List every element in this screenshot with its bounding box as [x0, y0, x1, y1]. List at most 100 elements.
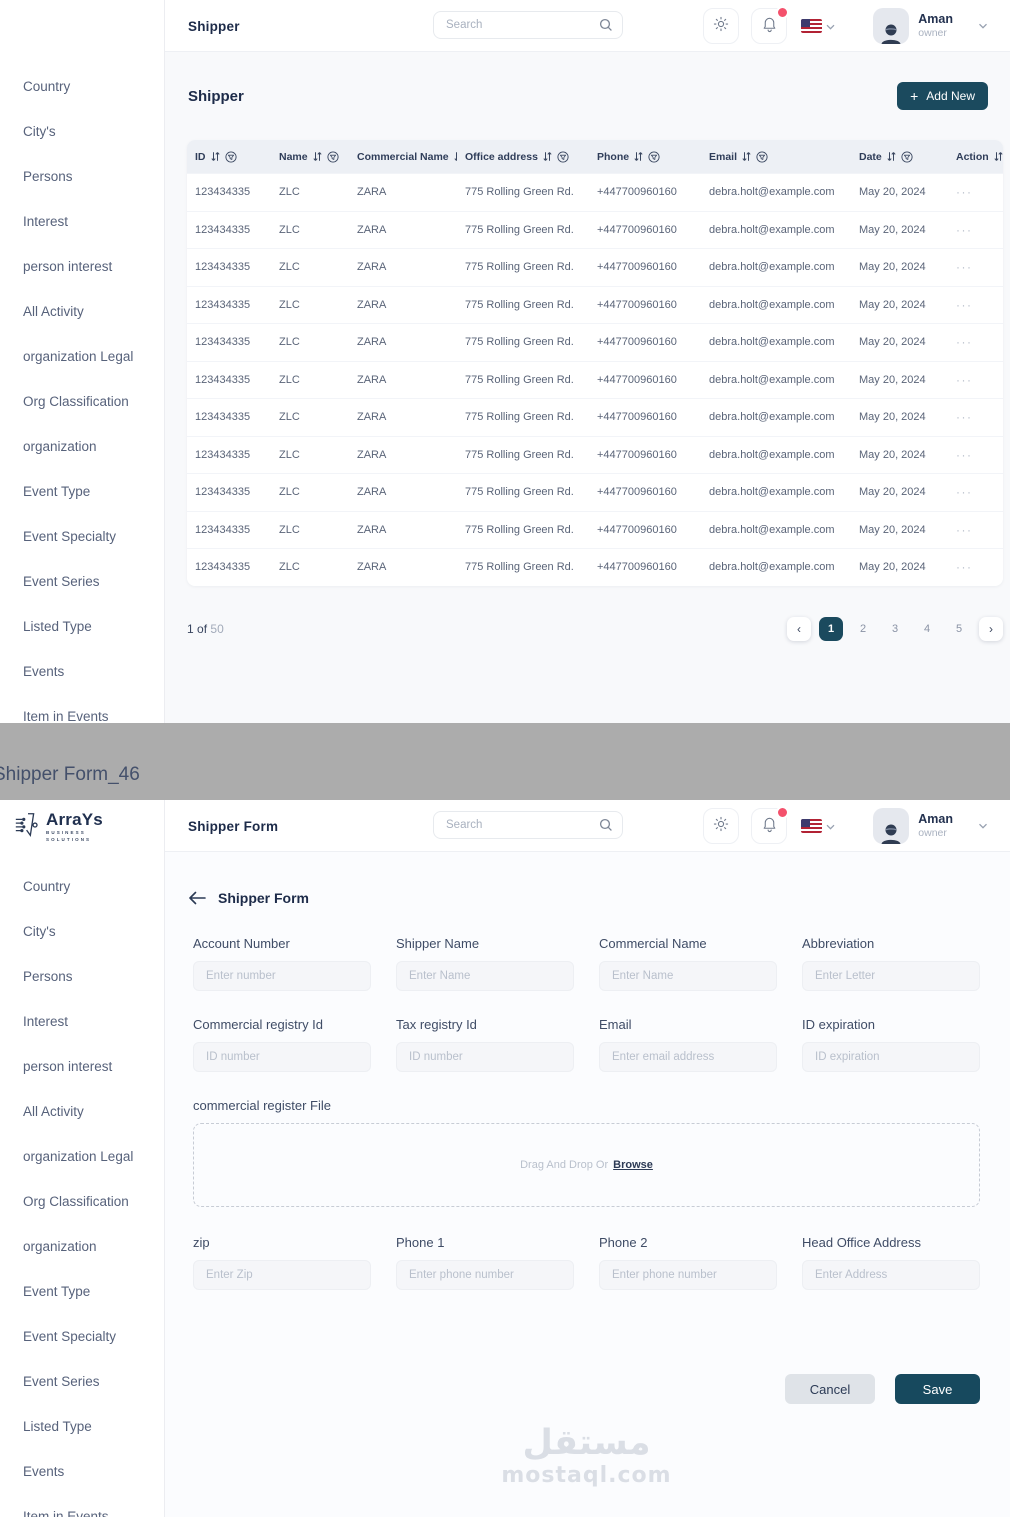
shipper-table: ID Name Commercial Name Office address P… [187, 140, 1003, 586]
sidebar-item-organization[interactable]: organization [23, 439, 97, 454]
page-button-3[interactable]: 3 [883, 617, 907, 641]
watermark-domain: mostaql.com [501, 1462, 672, 1488]
sidebar-item-listed-type[interactable]: Listed Type [23, 1419, 92, 1434]
sidebar-item-interest[interactable]: Interest [23, 214, 69, 229]
row-actions-button[interactable]: ··· [956, 522, 973, 537]
sort-icon[interactable] [543, 151, 552, 162]
sidebar-item-person-interest[interactable]: person interest [23, 1059, 113, 1074]
pagination-summary: 1 of 50 [187, 622, 224, 636]
sidebar-item-event-series[interactable]: Event Series [23, 574, 100, 589]
row-actions-button[interactable]: ··· [956, 560, 973, 575]
search-input[interactable] [434, 19, 599, 31]
table-row: 123434335 ZLC ZARA 775 Rolling Green Rd. +44… [187, 435, 1003, 474]
sidebar-item-listed-type[interactable]: Listed Type [23, 619, 92, 634]
sort-icon[interactable] [887, 151, 896, 162]
id-expiration-field[interactable] [802, 1042, 980, 1072]
notifications-button[interactable] [751, 806, 790, 844]
sidebar-item-person-interest[interactable]: person interest [23, 259, 113, 274]
commercial-registry-id-field[interactable] [193, 1042, 371, 1072]
back-arrow-icon[interactable] [189, 891, 206, 905]
phone-2-field[interactable] [599, 1260, 777, 1290]
sidebar-item-org-classification[interactable]: Org Classification [23, 1194, 129, 1209]
sidebar-item-event-specialty[interactable]: Event Specialty [23, 1329, 117, 1344]
sidebar-item-country[interactable]: Country [23, 79, 71, 94]
sidebar-item-interest[interactable]: Interest [23, 1014, 69, 1029]
save-button[interactable]: Save [895, 1374, 980, 1404]
phone-1-field[interactable] [396, 1260, 574, 1290]
sidebar-item-event-type[interactable]: Event Type [23, 484, 91, 499]
row-actions-button[interactable]: ··· [956, 372, 973, 387]
page-button-2[interactable]: 2 [851, 617, 875, 641]
language-selector[interactable] [801, 817, 835, 835]
top-bar-actions: Aman owner [703, 6, 988, 44]
sidebar-item-organization-legal[interactable]: organization Legal [23, 1149, 134, 1164]
head-office-address-field[interactable] [802, 1260, 980, 1290]
filter-icon[interactable] [327, 150, 339, 163]
filter-icon[interactable] [756, 150, 768, 163]
sort-icon[interactable] [742, 151, 751, 162]
tax-registry-id-field[interactable] [396, 1042, 574, 1072]
settings-button[interactable] [703, 808, 740, 844]
notifications-button[interactable] [751, 6, 790, 44]
row-actions-button[interactable]: ··· [956, 260, 973, 275]
next-page-button[interactable]: › [979, 617, 1003, 641]
filter-icon[interactable] [901, 150, 913, 163]
pagination: 1 of 50 ‹ 1 2 3 4 5 › [187, 617, 1003, 641]
row-actions-button[interactable]: ··· [956, 447, 973, 462]
sort-icon[interactable] [454, 151, 457, 162]
add-new-button[interactable]: + Add New [897, 82, 988, 110]
sidebar-item-citys[interactable]: City's [23, 124, 56, 139]
row-actions-button[interactable]: ··· [956, 222, 973, 237]
sidebar-item-all-activity[interactable]: All Activity [23, 304, 84, 319]
account-number-field[interactable] [193, 961, 371, 991]
row-actions-button[interactable]: ··· [956, 485, 973, 500]
sidebar-item-events[interactable]: Events [23, 1464, 65, 1479]
page-button-4[interactable]: 4 [915, 617, 939, 641]
prev-page-button[interactable]: ‹ [787, 617, 811, 641]
language-selector[interactable] [801, 17, 835, 35]
email-field[interactable] [599, 1042, 777, 1072]
brand-logo: ArraYs BUSINESS SOLUTIONS [13, 809, 103, 846]
user-menu[interactable]: Aman owner [873, 8, 988, 44]
settings-button[interactable] [703, 8, 740, 44]
sidebar-item-event-specialty[interactable]: Event Specialty [23, 529, 117, 544]
page-button-1[interactable]: 1 [819, 617, 843, 641]
sidebar-item-organization[interactable]: organization [23, 1239, 97, 1254]
sidebar-item-persons[interactable]: Persons [23, 169, 73, 184]
row-actions-button[interactable]: ··· [956, 335, 973, 350]
sidebar-item-org-classification[interactable]: Org Classification [23, 394, 129, 409]
sidebar-item-item-in-events[interactable]: Item in Events [23, 709, 109, 723]
column-header-commercial-name: Commercial Name [349, 151, 457, 163]
sort-icon[interactable] [634, 151, 643, 162]
sort-icon[interactable] [313, 151, 322, 162]
sort-icon[interactable] [994, 151, 1003, 162]
filter-icon[interactable] [224, 150, 237, 163]
zip-field[interactable] [193, 1260, 371, 1290]
sidebar-item-all-activity[interactable]: All Activity [23, 1104, 84, 1119]
user-menu[interactable]: Aman owner [873, 808, 988, 844]
shipper-name-field[interactable] [396, 961, 574, 991]
sidebar-item-event-series[interactable]: Event Series [23, 1374, 100, 1389]
sidebar-item-organization-legal[interactable]: organization Legal [23, 349, 134, 364]
commercial-name-field[interactable] [599, 961, 777, 991]
file-dropzone[interactable]: Drag And Drop Or Browse [193, 1123, 980, 1207]
sidebar-item-item-in-events[interactable]: Item in Events [23, 1509, 109, 1517]
filter-icon[interactable] [648, 150, 660, 163]
row-actions-button[interactable]: ··· [956, 410, 973, 425]
sidebar-item-citys[interactable]: City's [23, 924, 56, 939]
column-header-action: Action [948, 151, 1003, 163]
browse-link[interactable]: Browse [613, 1159, 653, 1171]
row-actions-button[interactable]: ··· [956, 297, 973, 312]
cancel-button[interactable]: Cancel [785, 1374, 875, 1404]
chevron-down-icon [978, 23, 988, 29]
sidebar-item-events[interactable]: Events [23, 664, 65, 679]
filter-icon[interactable] [557, 150, 569, 163]
sidebar-item-event-type[interactable]: Event Type [23, 1284, 91, 1299]
row-actions-button[interactable]: ··· [956, 185, 973, 200]
page-button-5[interactable]: 5 [947, 617, 971, 641]
search-input[interactable] [434, 819, 599, 831]
abbreviation-field[interactable] [802, 961, 980, 991]
sort-icon[interactable] [210, 151, 220, 162]
sidebar-item-persons[interactable]: Persons [23, 969, 73, 984]
sidebar-item-country[interactable]: Country [23, 879, 71, 894]
